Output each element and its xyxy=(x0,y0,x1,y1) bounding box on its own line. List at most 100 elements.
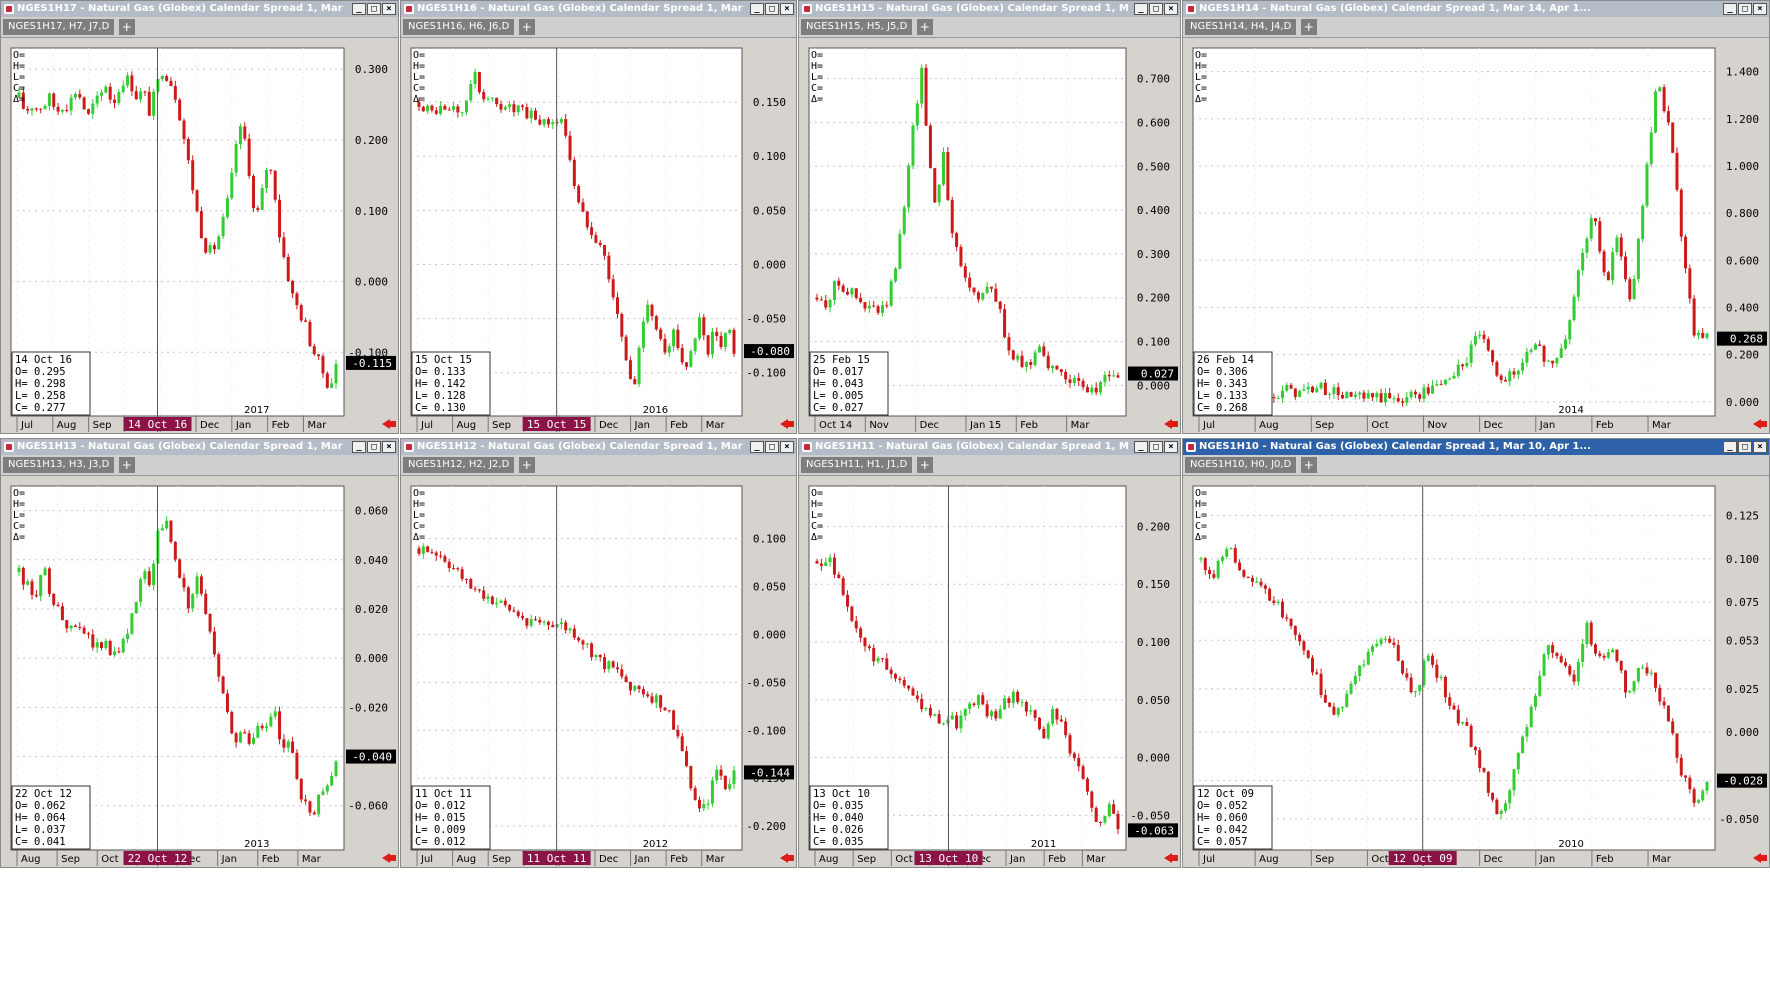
red-arrow-left-icon[interactable] xyxy=(780,419,794,429)
candle-body xyxy=(512,104,516,113)
minimize-icon[interactable]: _ xyxy=(352,3,366,15)
close-icon[interactable]: × xyxy=(780,441,794,453)
maximize-icon[interactable]: □ xyxy=(1149,441,1163,453)
symbol-tab[interactable]: NGES1H12, H2, J2,D xyxy=(403,457,515,473)
candle-body xyxy=(1396,398,1400,402)
x-tick-label: Feb xyxy=(670,420,688,431)
minimize-icon[interactable]: _ xyxy=(1723,441,1737,453)
maximize-icon[interactable]: □ xyxy=(367,441,381,453)
candle-body xyxy=(564,119,568,136)
candle-body xyxy=(1029,362,1033,365)
symbol-tabbar: NGES1H16, H6, J6,D + xyxy=(401,17,796,38)
price-chart[interactable]: 0.3000.2000.1000.000-0.100JulAugSepOctNo… xyxy=(1,38,398,433)
plot-area[interactable] xyxy=(1192,485,1716,851)
close-icon[interactable]: × xyxy=(1164,441,1178,453)
close-icon[interactable]: × xyxy=(1753,441,1767,453)
chart-window[interactable]: NGES1H12 - Natural Gas (Globex) Calendar… xyxy=(400,438,797,868)
plus-icon[interactable]: + xyxy=(518,457,535,473)
red-arrow-left-icon[interactable] xyxy=(1164,853,1178,863)
plot-area[interactable] xyxy=(1192,47,1716,417)
candle-body xyxy=(464,100,468,113)
plus-icon[interactable]: + xyxy=(916,457,933,473)
candle-body xyxy=(273,711,277,717)
maximize-icon[interactable]: □ xyxy=(1738,441,1752,453)
symbol-tab[interactable]: NGES1H15, H5, J5,D xyxy=(801,19,913,35)
minimize-icon[interactable]: _ xyxy=(750,441,764,453)
symbol-tab[interactable]: NGES1H11, H1, J1,D xyxy=(801,457,913,473)
price-chart[interactable]: 1.400 1.200 1.000 0.800 0.600 0.400 0.200 0.000… xyxy=(1183,38,1769,433)
plus-icon[interactable]: + xyxy=(118,457,135,473)
price-chart[interactable]: 0.060 0.040 0.020 0.000 -0.020 -0.040 -0.060 Au… xyxy=(1,476,398,867)
symbol-tab[interactable]: NGES1H17, H7, J7,D xyxy=(3,19,115,35)
window-titlebar[interactable]: NGES1H15 - Natural Gas (Globex) Calendar… xyxy=(799,1,1180,17)
candle-body xyxy=(1289,618,1293,627)
symbol-tab[interactable]: NGES1H14, H4, J4,D xyxy=(1185,19,1297,35)
candle-body xyxy=(1081,380,1085,388)
chart-window[interactable]: NGES1H10 - Natural Gas (Globex) Calendar… xyxy=(1182,438,1770,868)
minimize-icon[interactable]: _ xyxy=(750,3,764,15)
close-icon[interactable]: × xyxy=(780,3,794,15)
red-arrow-left-icon[interactable] xyxy=(382,853,396,863)
red-arrow-left-icon[interactable] xyxy=(780,853,794,863)
chart-window[interactable]: NGES1H17 - Natural Gas (Globex) Calendar… xyxy=(0,0,399,434)
candle-body xyxy=(872,305,876,307)
chart-window[interactable]: NGES1H15 - Natural Gas (Globex) Calendar… xyxy=(798,0,1181,434)
red-arrow-left-icon[interactable] xyxy=(382,419,396,429)
info-o: O= 0.012 xyxy=(415,800,466,812)
candle-body xyxy=(1563,339,1567,349)
price-chart[interactable]: 0.150 0.100 0.050 0.000 -0.050 -0.100 Jul Aug Se… xyxy=(401,38,796,433)
candle-body xyxy=(1037,346,1041,353)
x-tick-label: Aug xyxy=(819,854,839,865)
candle-body xyxy=(1323,382,1327,395)
chart-window[interactable]: NGES1H14 - Natural Gas (Globex) Calendar… xyxy=(1182,0,1770,434)
price-chart[interactable]: 0.200 0.150 0.100 0.050 0.000 -0.050 Aug Sep Oct… xyxy=(799,476,1180,867)
ohlc-header-h: H= xyxy=(13,61,25,72)
candle-body xyxy=(968,703,972,709)
maximize-icon[interactable]: □ xyxy=(1149,3,1163,15)
plus-icon[interactable]: + xyxy=(916,19,933,35)
maximize-icon[interactable]: □ xyxy=(1738,3,1752,15)
maximize-icon[interactable]: □ xyxy=(367,3,381,15)
price-chart[interactable]: 0.125 0.100 0.075 0.053 0.025 0.000 -0.028 -0.0… xyxy=(1183,476,1769,867)
candle-body xyxy=(911,688,915,696)
chart-window[interactable]: NGES1H16 - Natural Gas (Globex) Calendar… xyxy=(400,0,797,434)
minimize-icon[interactable]: _ xyxy=(1134,3,1148,15)
info-l: L= 0.037 xyxy=(15,824,66,836)
close-icon[interactable]: × xyxy=(382,441,396,453)
window-titlebar[interactable]: NGES1H14 - Natural Gas (Globex) Calendar… xyxy=(1183,1,1769,17)
red-arrow-left-icon[interactable] xyxy=(1753,419,1767,429)
maximize-icon[interactable]: □ xyxy=(765,3,779,15)
price-chart[interactable]: 0.700 0.600 0.500 0.400 0.300 0.200 0.100 0.000… xyxy=(799,38,1180,433)
red-arrow-left-icon[interactable] xyxy=(1164,419,1178,429)
candle-body xyxy=(234,144,238,173)
plus-icon[interactable]: + xyxy=(1300,457,1317,473)
symbol-tab[interactable]: NGES1H16, H6, J6,D xyxy=(403,19,515,35)
chart-window[interactable]: NGES1H11 - Natural Gas (Globex) Calendar… xyxy=(798,438,1181,868)
close-icon[interactable]: × xyxy=(1164,3,1178,15)
symbol-tab[interactable]: NGES1H13, H3, J3,D xyxy=(3,457,115,473)
candle-body xyxy=(452,568,456,570)
window-titlebar[interactable]: NGES1H13 - Natural Gas (Globex) Calendar… xyxy=(1,439,398,455)
window-titlebar[interactable]: NGES1H10 - Natural Gas (Globex) Calendar… xyxy=(1183,439,1769,455)
close-icon[interactable]: × xyxy=(382,3,396,15)
crosshair-date-tag xyxy=(522,417,591,431)
chart-window[interactable]: NGES1H13 - Natural Gas (Globex) Calendar… xyxy=(0,438,399,868)
minimize-icon[interactable]: _ xyxy=(1723,3,1737,15)
price-chart[interactable]: 0.1000.0500.000-0.050-0.100-0.150-0.200J… xyxy=(401,476,796,867)
minimize-icon[interactable]: _ xyxy=(352,441,366,453)
plus-icon[interactable]: + xyxy=(1300,19,1317,35)
red-arrow-left-icon[interactable] xyxy=(1753,853,1767,863)
year-label: 2013 xyxy=(244,839,269,850)
close-icon[interactable]: × xyxy=(1753,3,1767,15)
minimize-icon[interactable]: _ xyxy=(1134,441,1148,453)
candle-body xyxy=(182,577,186,588)
window-titlebar[interactable]: NGES1H16 - Natural Gas (Globex) Calendar… xyxy=(401,1,796,17)
candle-body xyxy=(60,606,64,621)
window-titlebar[interactable]: NGES1H12 - Natural Gas (Globex) Calendar… xyxy=(401,439,796,455)
symbol-tab[interactable]: NGES1H10, H0, J0,D xyxy=(1185,457,1297,473)
window-titlebar[interactable]: NGES1H11 - Natural Gas (Globex) Calendar… xyxy=(799,439,1180,455)
window-titlebar[interactable]: NGES1H17 - Natural Gas (Globex) Calendar… xyxy=(1,1,398,17)
plus-icon[interactable]: + xyxy=(118,19,135,35)
maximize-icon[interactable]: □ xyxy=(765,441,779,453)
plus-icon[interactable]: + xyxy=(518,19,535,35)
